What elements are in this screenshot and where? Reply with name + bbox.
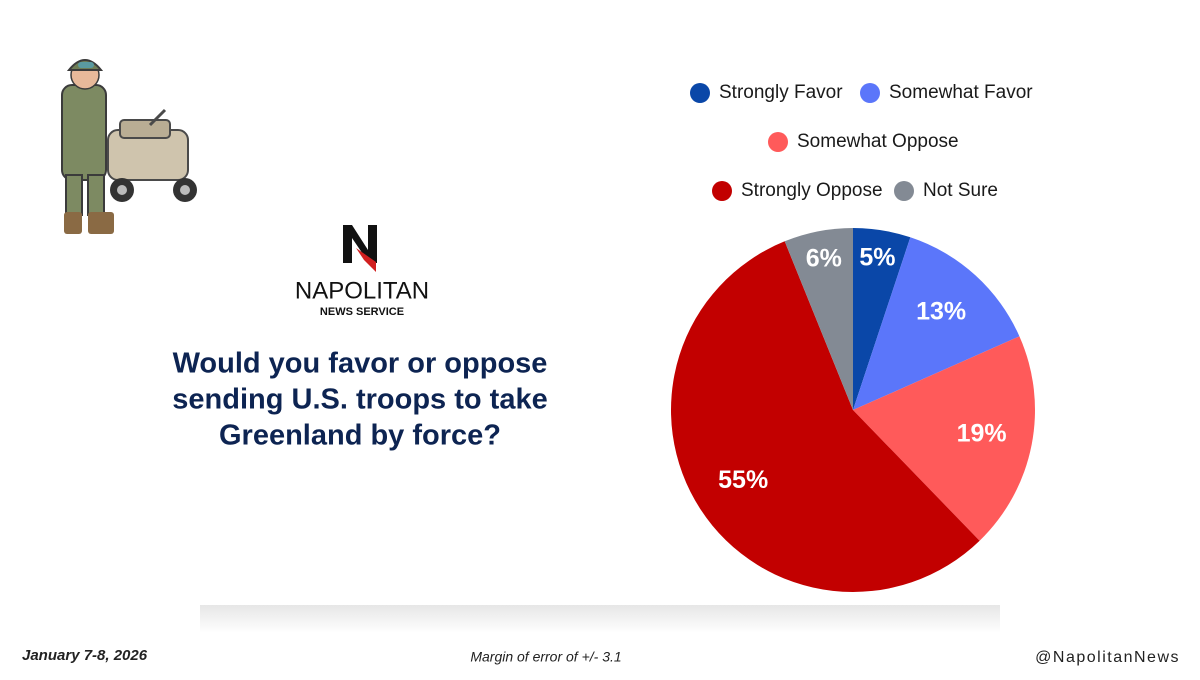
illustration [61, 59, 197, 234]
chart-title: Would you favor or oppose sending U.S. tr… [172, 348, 547, 452]
legend-marker [712, 181, 732, 201]
margin-note: Margin of error of +/- 3.1 [470, 649, 621, 665]
legend-marker [768, 132, 788, 152]
legend-marker [860, 83, 880, 103]
title-line: sending U.S. troops to take [172, 384, 547, 416]
pie-slice [853, 228, 911, 410]
legend-label: Somewhat Favor [889, 82, 1033, 103]
date: January 7-8, 2026 [22, 647, 148, 664]
data-label: 6% [806, 245, 842, 273]
legend-label: Strongly Favor [719, 82, 843, 103]
legend-marker [690, 83, 710, 103]
legend-label: Not Sure [923, 180, 998, 201]
pie-slice [671, 241, 980, 592]
logo [343, 225, 377, 272]
brand-tagline: NEWS SERVICE [320, 306, 404, 318]
legend-marker [894, 181, 914, 201]
brand-name: NAPOLITAN [295, 277, 429, 304]
title-line: Would you favor or oppose [173, 348, 548, 380]
legend-label: Strongly Oppose [741, 180, 883, 201]
data-label: 19% [957, 420, 1007, 448]
data-label: 5% [859, 244, 895, 272]
title-line: Greenland by force? [219, 420, 501, 452]
legend-label: Somewhat Oppose [797, 131, 959, 152]
pie-slice [784, 228, 853, 410]
data-label: 55% [718, 466, 768, 494]
pie-slice [853, 336, 1035, 541]
handle: @NapolitanNews [1035, 649, 1180, 666]
pie-slice [853, 237, 1020, 410]
shadow [200, 605, 1000, 633]
data-label: 13% [916, 298, 966, 326]
